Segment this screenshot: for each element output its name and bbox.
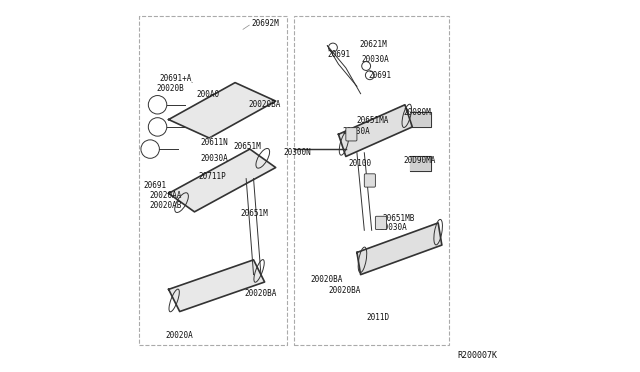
Text: 20D90MA: 20D90MA	[403, 156, 436, 166]
Text: 20621M: 20621M	[359, 41, 387, 49]
Polygon shape	[410, 112, 431, 127]
FancyBboxPatch shape	[346, 128, 357, 141]
FancyBboxPatch shape	[376, 216, 387, 230]
Text: 20691: 20691	[143, 182, 166, 190]
Text: 20691+A: 20691+A	[159, 74, 191, 83]
Text: 20611N: 20611N	[200, 138, 228, 147]
Polygon shape	[168, 260, 264, 311]
Text: 20100: 20100	[348, 159, 372, 169]
Text: 20020BA: 20020BA	[329, 286, 361, 295]
Text: 20020AA: 20020AA	[149, 191, 182, 200]
Text: 20020BA: 20020BA	[311, 275, 343, 284]
Text: 20651MA: 20651MA	[356, 116, 388, 125]
Polygon shape	[168, 149, 276, 212]
Polygon shape	[168, 83, 276, 138]
Text: 20651M: 20651M	[233, 142, 261, 151]
Text: 20300N: 20300N	[284, 148, 312, 157]
Text: 20020A: 20020A	[166, 331, 193, 340]
Text: 20030A: 20030A	[200, 154, 228, 163]
FancyBboxPatch shape	[364, 174, 376, 187]
Text: 20711P: 20711P	[198, 171, 226, 180]
Text: 20030A: 20030A	[379, 223, 407, 232]
Text: 20030A: 20030A	[342, 127, 370, 136]
Text: 200A0: 200A0	[196, 90, 220, 99]
Text: 20691: 20691	[368, 71, 391, 80]
Polygon shape	[357, 223, 442, 275]
Text: 2011D: 2011D	[367, 313, 390, 322]
Polygon shape	[410, 157, 431, 171]
Text: R200007K: R200007K	[457, 350, 497, 359]
Text: 20691: 20691	[327, 50, 350, 59]
Text: 20020BA: 20020BA	[248, 100, 280, 109]
Text: 20651M: 20651M	[241, 209, 268, 218]
Text: 20692M: 20692M	[252, 19, 280, 28]
Text: 20030A: 20030A	[362, 55, 389, 64]
Text: 20020BA: 20020BA	[244, 289, 276, 298]
Text: 20020AB: 20020AB	[149, 201, 182, 210]
Text: 20020B: 20020B	[157, 84, 184, 93]
Text: 20651MB: 20651MB	[382, 214, 415, 222]
Polygon shape	[339, 105, 412, 157]
Text: 20080M: 20080M	[403, 108, 431, 118]
